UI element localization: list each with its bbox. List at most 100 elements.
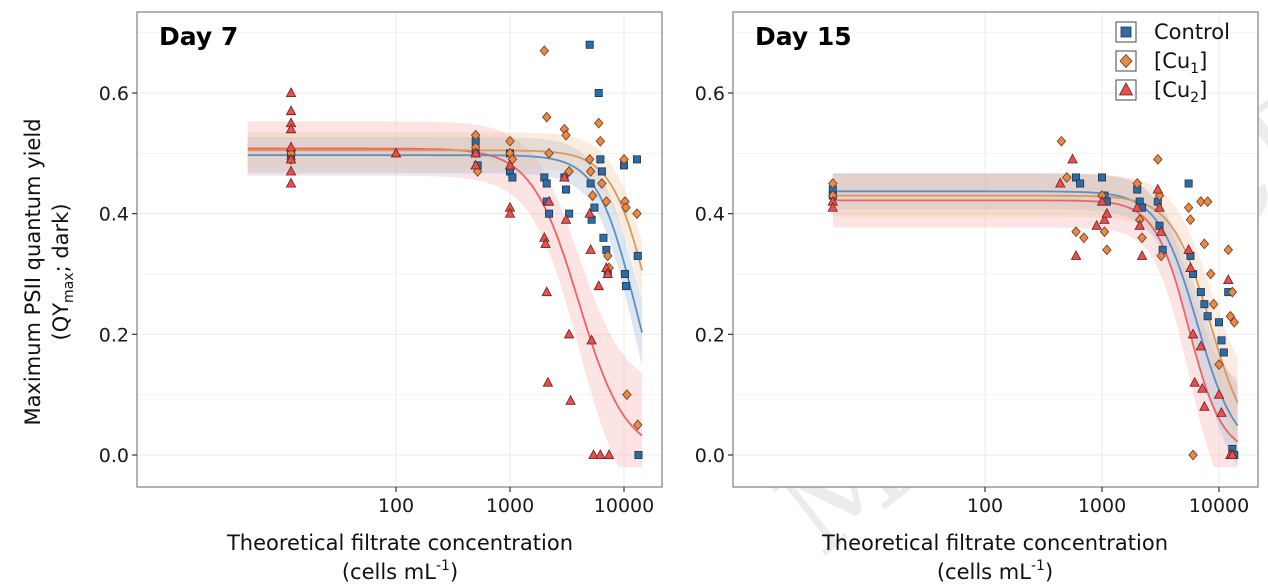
point-cu1 [1102,244,1112,256]
point-cu2 [1199,400,1210,411]
point-cu2 [1155,225,1167,236]
point-control [562,185,571,194]
point-cu2 [565,394,576,405]
legend-item-cu1: [Cu1] [1115,49,1207,77]
fit-line-cu2 [832,199,1239,443]
point-cu1 [597,178,607,189]
point-control [633,251,642,260]
y-axis-title-line1: Maximum PSII quantum yield [21,118,45,425]
point-cu2 [588,449,599,460]
y-axis-title-line2: (QYmax; dark) [49,203,77,340]
point-cu1 [1229,316,1239,328]
point-cu2 [285,87,297,97]
point-cu2 [1195,340,1207,351]
point-cu2 [540,237,551,248]
point-cu2 [586,334,597,345]
y-tick-label: 0.6 [695,83,725,105]
point-cu1 [1071,226,1081,238]
point-cu1 [1132,178,1142,189]
point-cu2 [593,280,604,291]
point-control [1196,288,1205,297]
point-cu1 [1199,238,1210,250]
point-cu2 [1091,219,1102,230]
legend-label: Control [1154,20,1230,44]
point-cu2 [541,286,553,297]
legend-marker-triangle [1118,82,1134,96]
fit-band-cu2 [247,121,643,468]
x-axis-units-day-7: (cells mL-1) [342,558,458,584]
point-cu2 [542,376,554,387]
x-axis-title-day-15: Theoretical filtrate concentration [821,531,1168,555]
point-control [632,155,641,164]
fit-line-control [247,154,643,333]
legend-item-cu2: [Cu2] [1115,78,1207,106]
point-control [1098,173,1107,182]
point-cu1 [1225,310,1236,322]
panel-title: Day 7 [159,22,238,51]
fit-line-cu1 [832,194,1239,403]
point-cu1 [1196,196,1206,208]
legend: Control [Cu1][Cu2] [1115,20,1230,106]
point-cu1 [1223,244,1233,256]
point-cu2 [1222,274,1234,285]
point-cu2 [1154,201,1165,212]
point-cu2 [1227,449,1238,460]
point-cu1 [633,419,643,431]
panel-day-15: 0.0 0.2 0.4 0.6 100 1000 10000 Day 15 [695,11,1259,517]
point-cu1 [1056,135,1067,147]
point-cu1 [1153,153,1163,165]
point-control [621,282,630,291]
point-control [545,209,554,218]
point-cu1 [619,153,629,165]
point-control [1219,348,1228,357]
point-control [1076,179,1085,188]
point-cu2 [1067,153,1078,164]
x-tick-label: 1000 [1078,495,1126,517]
point-cu2 [1134,219,1145,230]
point-control [1072,173,1081,182]
point-cu2 [603,449,615,460]
point-control [620,269,629,278]
point-cu1 [544,147,554,159]
point-control [586,179,595,188]
point-cu1 [622,389,632,401]
x-tick-label: 10000 [594,495,654,517]
point-control [565,209,574,218]
point-cu2 [285,123,297,134]
point-cu1 [542,111,552,123]
point-cu2 [504,207,516,218]
point-cu2 [390,147,402,158]
point-cu1 [1208,298,1219,310]
point-cu2 [1131,201,1143,212]
point-cu2 [1101,207,1113,218]
point-cu1 [1188,449,1198,461]
point-cu2 [285,105,297,116]
point-cu2 [1055,177,1066,188]
fit-line-cu1 [247,149,643,271]
point-cu2 [827,201,839,212]
point-cu2 [285,153,297,164]
fit-band-control [832,173,1238,467]
point-control [1203,312,1212,321]
point-cu1 [587,190,598,201]
y-tick-label: 0.2 [695,324,725,346]
point-cu2 [285,177,297,188]
plot-frame [732,11,1259,488]
point-cu1 [603,250,613,262]
point-control [1200,300,1209,309]
y-tick-label: 0.4 [695,204,725,226]
point-cu1 [1206,268,1216,280]
point-control [596,155,605,164]
point-control [1215,318,1224,327]
fit-line-control [832,190,1239,427]
point-cu1 [564,166,574,177]
point-cu1 [585,166,596,177]
point-control [599,233,608,242]
legend-label: [Cu1] [1154,49,1207,77]
x-tick-label: 1000 [486,495,534,517]
point-control [597,167,606,176]
point-control [590,203,599,212]
point-cu1 [1202,196,1213,208]
y-tick-label: 0.0 [99,445,129,467]
point-cu2 [595,449,606,460]
